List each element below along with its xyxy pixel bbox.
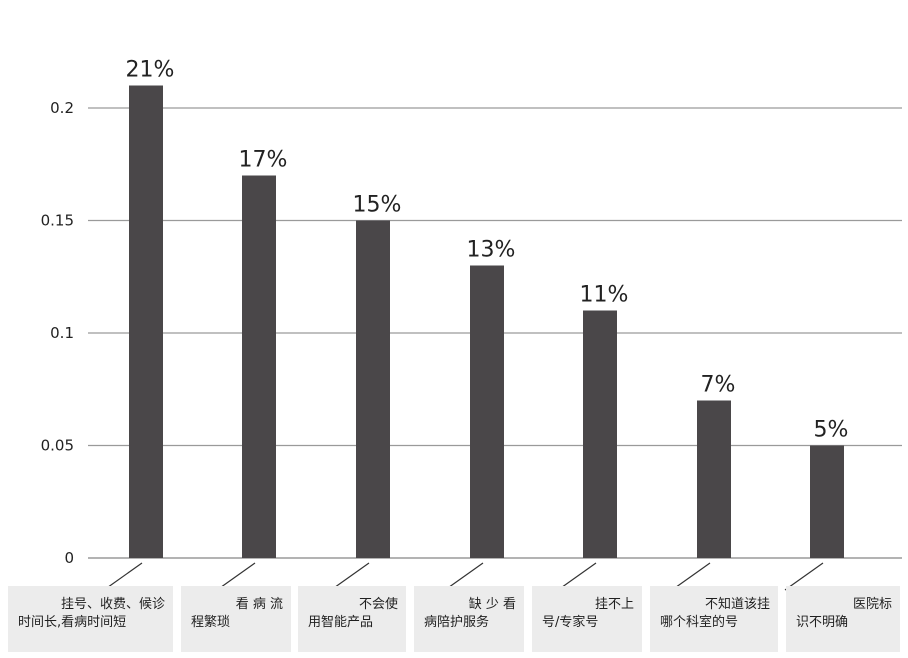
data-label: 15% — [353, 193, 402, 218]
bar — [583, 310, 617, 558]
category-label-box: 挂号、收费、候诊时间长,看病时间短 — [8, 586, 173, 652]
data-label: 7% — [701, 373, 736, 398]
category-connector — [557, 562, 597, 591]
data-label: 21% — [126, 58, 175, 83]
category-label-box: 不知道该挂哪个科室的号 — [650, 586, 778, 652]
category-connector — [784, 562, 824, 591]
bar — [470, 265, 504, 558]
category-connector — [330, 562, 370, 591]
bar — [242, 175, 276, 558]
category-label-box: 医院标 识不明确 — [786, 586, 900, 652]
category-connector — [103, 562, 143, 591]
bars — [129, 85, 844, 558]
category-label-line: 挂号、收费、候诊 — [60, 597, 165, 612]
y-tick-label: 0.05 — [41, 437, 74, 455]
category-label-line: 不知道该挂 — [704, 597, 770, 612]
category-label-line: 不会使 — [358, 597, 398, 612]
category-label-line: 识不明确 — [796, 615, 849, 630]
y-tick-label: 0.15 — [41, 212, 74, 230]
data-label: 13% — [467, 238, 516, 263]
category-label-box: 不会使用智能产品 — [298, 586, 406, 652]
category-label-line: 挂不上 — [594, 597, 634, 612]
category-label-line: 看 病 流 — [235, 597, 283, 612]
category-label-box: 看 病 流程繁琐 — [181, 586, 291, 652]
category-label-line: 缺 少 看 — [468, 597, 516, 612]
bar — [697, 400, 731, 558]
y-tick-label: 0 — [64, 549, 74, 567]
y-axis-ticks: 0 0.05 0.1 0.15 0.2 — [41, 99, 74, 567]
category-label-box: 挂不上号/专家号 — [532, 586, 642, 652]
data-label: 11% — [580, 283, 629, 308]
bar — [129, 85, 163, 558]
data-labels: 21% 17% 15% 13% 11% 7% 5% — [126, 58, 849, 443]
category-connector — [216, 562, 256, 591]
category-label-line: 时间长,看病时间短 — [18, 615, 127, 630]
category-label-line: 用智能产品 — [308, 615, 374, 630]
y-tick-label: 0.1 — [50, 324, 74, 342]
category-label-box: 缺 少 看病陪护服务 — [414, 586, 524, 652]
category-label-line: 号/专家号 — [542, 615, 599, 630]
bar — [356, 220, 390, 558]
category-label-line: 程繁琐 — [191, 615, 231, 630]
bar — [810, 445, 844, 558]
category-label-line: 病陪护服务 — [424, 615, 490, 630]
data-label: 17% — [239, 148, 288, 173]
category-label-line: 哪个科室的号 — [660, 615, 739, 630]
category-connector — [671, 562, 711, 591]
data-label: 5% — [814, 418, 849, 443]
category-connectors — [103, 562, 824, 591]
category-connector — [444, 562, 484, 591]
category-label-line: 医院标 — [852, 597, 892, 612]
y-tick-label: 0.2 — [50, 99, 74, 117]
